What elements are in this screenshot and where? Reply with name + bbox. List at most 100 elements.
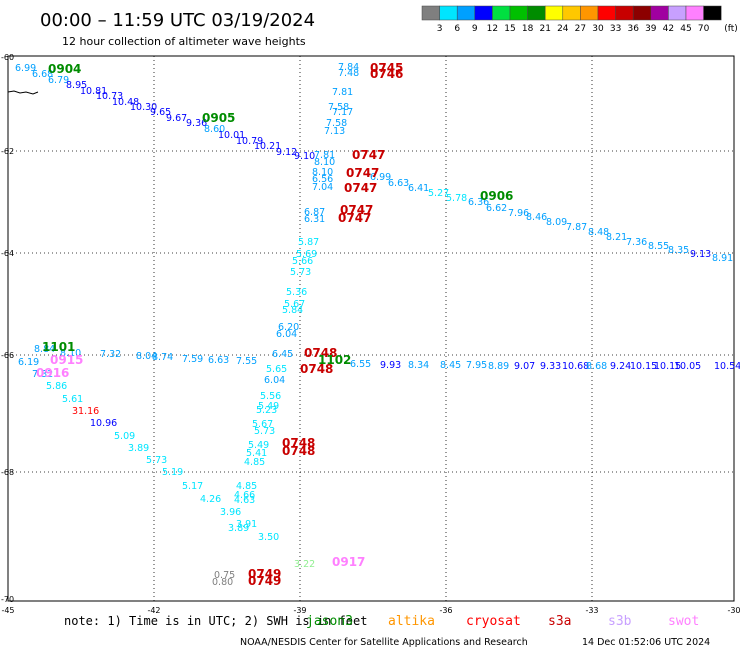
latitude-label: -60 <box>1 53 14 62</box>
wave-height-label: 4.85 <box>244 457 265 468</box>
wave-height-label: 8.10 <box>314 157 335 168</box>
pass-time-label: 0748 <box>300 362 333 376</box>
wave-height-label: 5.73 <box>146 455 167 466</box>
wave-height-label: 3.96 <box>220 507 241 518</box>
wave-height-label: 6.63 <box>388 178 409 189</box>
wave-height-label: 8.10 <box>60 348 81 359</box>
wave-height-label: 8.35 <box>668 245 689 256</box>
wave-height-label: 7.81 <box>332 87 353 98</box>
wave-height-label: 8.34 <box>408 360 429 371</box>
longitude-label: -30 <box>727 606 740 615</box>
wave-height-label: 10.79 <box>236 136 263 147</box>
wave-height-label: 6.99 <box>370 172 391 183</box>
pass-time-label: 0905 <box>202 111 235 125</box>
wave-height-label: 5.49 <box>248 440 269 451</box>
pass-time-label: 0746 <box>370 67 403 81</box>
wave-height-label: 5.41 <box>246 448 267 459</box>
wave-height-label: 6.87 <box>304 207 325 218</box>
wave-height-label: 7.32 <box>32 369 53 380</box>
wave-height-observations: 6.996.686.798.9510.8110.7310.4810.309.65… <box>15 62 740 588</box>
color-legend: 3 6 9 12 15 18 21 24 27 30 33 36 39 42 45 70 (ft) <box>421 5 738 34</box>
pass-time-label: 0747 <box>338 211 371 225</box>
wave-height-label: 7.36 <box>626 237 647 248</box>
wave-height-label: 8.10 <box>312 167 333 178</box>
legend-label: 12 <box>487 24 498 34</box>
wave-height-label: 7.48 <box>338 68 359 79</box>
legend-swatch <box>632 5 652 21</box>
wave-height-label: 5.69 <box>296 249 317 260</box>
wave-height-label: 5.87 <box>298 237 319 248</box>
wave-height-label: 6.56 <box>312 174 333 185</box>
wave-height-label: 10.01 <box>218 130 245 141</box>
wave-height-label: 10.05 <box>674 361 701 372</box>
map-subtitle: 12 hour collection of altimeter wave hei… <box>62 35 306 48</box>
wave-height-label: 9.33 <box>540 361 561 372</box>
wave-height-label: 7.59 <box>182 354 203 365</box>
plot-frame <box>7 55 735 602</box>
wave-height-label: 10.15 <box>654 361 681 372</box>
wave-height-label: 6.68 <box>32 69 53 80</box>
legend-label: 15 <box>504 24 515 34</box>
wave-height-label: 5.23 <box>256 405 277 416</box>
legend-label: 18 <box>522 24 534 34</box>
wave-height-label: 6.04 <box>276 329 297 340</box>
wave-height-label: 5.56 <box>260 391 281 402</box>
legend-label: 45 <box>680 24 691 34</box>
pass-time-label: 0748 <box>282 436 315 450</box>
wave-height-label: 4.66 <box>234 490 255 501</box>
wave-height-label: 8.48 <box>588 227 609 238</box>
legend-label: 9 <box>472 24 478 34</box>
wave-height-label: 5.84 <box>282 305 303 316</box>
wave-height-label: 9.93 <box>380 360 401 371</box>
pass-time-label: 0747 <box>346 166 379 180</box>
latitude-label: -70 <box>1 595 14 604</box>
wave-height-label: 10.54 <box>714 361 740 372</box>
wave-height-label: 7.87 <box>566 222 587 233</box>
legend-label: 33 <box>610 24 621 34</box>
longitude-label: -45 <box>1 606 14 615</box>
wave-height-label: 9.10 <box>294 151 315 162</box>
longitude-label: -39 <box>293 606 306 615</box>
legend-swatch <box>562 5 581 21</box>
legend-swatch <box>492 5 511 21</box>
legend-swatch <box>509 5 528 21</box>
plot-area: -60 -62 -64 -66 -68 -70 -45 -42 -39 -36 -33 -30 6.… <box>1 53 740 615</box>
wave-height-label: 10.15 <box>630 361 657 372</box>
generated-timestamp: 14 Dec 01:52:06 UTC 2024 <box>582 637 710 648</box>
wave-height-label: 6.04 <box>264 375 285 386</box>
pass-time-label: 0745 <box>370 61 403 75</box>
coastline-fragment <box>7 90 39 95</box>
wave-height-label: 9.36 <box>186 118 207 129</box>
wave-height-label: 9.07 <box>514 361 535 372</box>
wave-height-label: 7.32 <box>100 349 121 360</box>
wave-height-label: 10.81 <box>80 86 107 97</box>
wave-height-label: 3.89 <box>128 443 149 454</box>
wave-height-label: 8.74 <box>152 352 173 363</box>
wave-height-label: 8.91 <box>712 253 733 264</box>
legend-label: 27 <box>575 24 586 34</box>
legend-swatch <box>615 5 634 21</box>
wave-height-label: 6.19 <box>18 357 39 368</box>
pass-time-label: 0747 <box>340 203 373 217</box>
wave-height-label: 8.45 <box>440 360 461 371</box>
longitude-label: -42 <box>147 606 160 615</box>
wave-height-label: 3.22 <box>294 559 315 570</box>
legend-label: 36 <box>627 24 639 34</box>
wave-height-label: 4.85 <box>236 481 257 492</box>
latitude-labels: -60 -62 -64 -66 -68 -70 <box>1 53 14 604</box>
wave-height-label: 8.21 <box>606 232 627 243</box>
wave-height-label: 7.58 <box>326 118 347 129</box>
wave-height-label: 8.68 <box>586 361 607 372</box>
wave-height-label: 8.89 <box>488 361 509 372</box>
wave-height-label: 5.65 <box>266 364 287 375</box>
pass-time-label: 0748 <box>304 346 337 360</box>
wave-height-label: 5.36 <box>286 287 307 298</box>
wave-height-label: 5.27 <box>428 188 449 199</box>
wave-height-label: 10.73 <box>96 91 123 102</box>
wave-height-label: 6.63 <box>208 355 229 366</box>
wave-height-label: 5.73 <box>254 426 275 437</box>
wave-height-label: 8.55 <box>648 241 669 252</box>
wave-height-label: 7.81 <box>314 150 335 161</box>
wave-height-label: 8.60 <box>204 124 225 135</box>
